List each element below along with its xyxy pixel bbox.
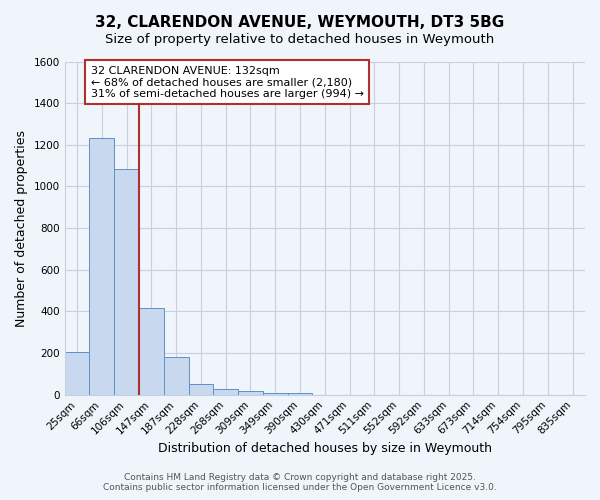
Bar [263,392,287,394]
Bar [139,308,164,394]
Bar [238,391,263,394]
Bar [89,138,114,394]
Bar [114,169,139,394]
Bar [214,389,238,394]
Text: 32, CLARENDON AVENUE, WEYMOUTH, DT3 5BG: 32, CLARENDON AVENUE, WEYMOUTH, DT3 5BG [95,15,505,30]
Text: Size of property relative to detached houses in Weymouth: Size of property relative to detached ho… [106,32,494,46]
Text: Contains HM Land Registry data © Crown copyright and database right 2025.
Contai: Contains HM Land Registry data © Crown c… [103,473,497,492]
Bar [65,352,89,395]
Bar [164,357,188,395]
Bar [287,393,313,394]
Bar [188,384,214,394]
Y-axis label: Number of detached properties: Number of detached properties [15,130,28,326]
Text: 32 CLARENDON AVENUE: 132sqm
← 68% of detached houses are smaller (2,180)
31% of : 32 CLARENDON AVENUE: 132sqm ← 68% of det… [91,66,364,99]
X-axis label: Distribution of detached houses by size in Weymouth: Distribution of detached houses by size … [158,442,492,455]
